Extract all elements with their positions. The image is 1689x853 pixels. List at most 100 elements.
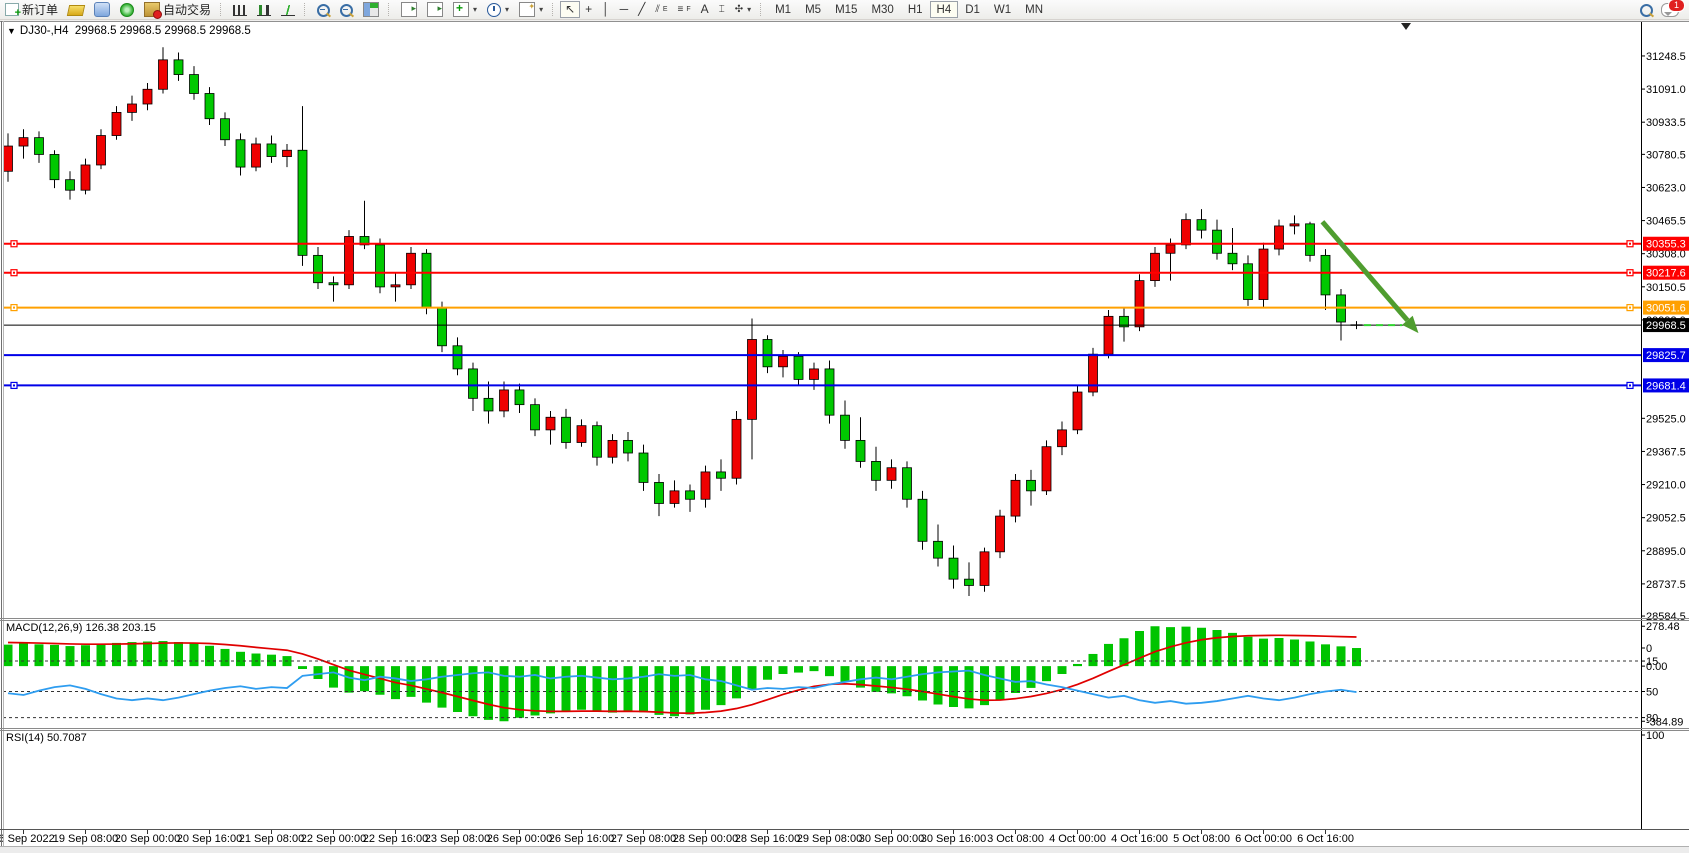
horizontal-line-tool-button[interactable]: ─ (615, 1, 634, 18)
data-window-button[interactable] (89, 1, 115, 18)
time-tick-label: 30 Sep 00:00 (859, 833, 924, 845)
candle-down (855, 439, 866, 462)
price-tick-label: 29210.0 (1646, 480, 1686, 492)
chart-shift-button[interactable] (422, 1, 448, 18)
line-chart-button[interactable] (276, 1, 300, 18)
price-pane[interactable] (3, 23, 1641, 596)
rsi-tick-label: 80 (1646, 713, 1658, 725)
time-tick-label: 3 Oct 08:00 (987, 833, 1044, 845)
bar-chart-button[interactable] (228, 1, 252, 18)
templates-button[interactable]: ▾ (514, 1, 548, 18)
tile-windows-button[interactable] (358, 1, 384, 18)
candle-down (716, 471, 726, 479)
timeframe-d1[interactable]: D1 (958, 1, 987, 18)
timeframe-w1[interactable]: W1 (987, 1, 1018, 18)
candle-down (948, 557, 959, 580)
toolbar-separator (220, 3, 225, 16)
text-label-tool-button[interactable]: ⌶ (714, 1, 730, 18)
candle-up (809, 368, 819, 380)
search-icon[interactable] (1640, 3, 1653, 17)
arrows-tool-button[interactable]: ✣ ▾ (730, 1, 756, 18)
candle-down (421, 252, 432, 309)
equidistant-channel-tool-button[interactable]: ⫽ E (650, 1, 672, 18)
rsi-pane[interactable] (3, 660, 1641, 719)
candle-down (313, 254, 323, 284)
periods-button[interactable]: ▾ (482, 1, 514, 18)
text-tool-button[interactable]: A (696, 1, 714, 18)
horizontal-line-icon: ─ (619, 2, 629, 16)
toolbar: 新订单 自动交易 ▾ ▾ ▾ ↖ + │ ─ ╱ ⫽E ≡F A ⌶ ✣▾ (0, 0, 1689, 20)
vertical-line-tool-button[interactable]: │ (597, 1, 615, 18)
price-tick-label: 28895.0 (1646, 546, 1686, 558)
toolbar-separator (388, 3, 393, 16)
fibonacci-icon: ≡ (677, 4, 684, 15)
add-indicator-button[interactable]: ▾ (448, 1, 482, 18)
timeframe-m1[interactable]: M1 (768, 1, 798, 18)
timeframe-m15[interactable]: M15 (828, 1, 864, 18)
chat-icon[interactable]: 1 (1661, 0, 1685, 17)
timeframe-h1[interactable]: H1 (901, 1, 930, 18)
candlestick-chart-button[interactable] (252, 1, 276, 18)
candle-down (902, 467, 912, 500)
timeframe-m30[interactable]: M30 (864, 1, 900, 18)
candle-down (530, 404, 540, 431)
price-axis[interactable]: 31248.5 31091.0 30933.5 30780.5 30623.0 30465… (1641, 21, 1689, 829)
candle-up (995, 515, 1005, 553)
market-watch-icon (66, 5, 86, 16)
line-chart-icon (281, 5, 296, 16)
line-handle-dot (1629, 242, 1631, 245)
navigator-button[interactable] (115, 1, 139, 18)
chart-shift-marker[interactable] (1401, 23, 1411, 30)
candle-up (1057, 429, 1067, 448)
trendline-tool-button[interactable]: ╱ (633, 1, 650, 18)
candle-down (452, 345, 463, 370)
auto-scroll-button[interactable] (396, 1, 422, 18)
fibonacci-tool-button[interactable]: ≡ F (673, 1, 696, 18)
fibonacci-letter: F (686, 6, 691, 13)
crosshair-tool-button[interactable]: + (580, 1, 597, 18)
candle-up (1150, 252, 1160, 282)
candle-up (576, 425, 587, 443)
time-tick-label: 21 Sep 08:00 (239, 833, 304, 845)
candle-down (65, 179, 75, 191)
new-order-button[interactable]: 新订单 (0, 1, 63, 19)
candle-down (266, 143, 277, 157)
line-handle-dot (1629, 384, 1631, 387)
time-tick-label: 4 Oct 16:00 (1111, 833, 1168, 845)
bottom-strip (0, 847, 1689, 853)
symbol-dropdown-icon[interactable]: ▼ (7, 26, 16, 36)
time-tick-label: 26 Sep 00:00 (487, 833, 552, 845)
market-watch-button[interactable] (63, 1, 89, 18)
trend-arrow[interactable] (1320, 220, 1410, 322)
timeframe-m5[interactable]: M5 (798, 1, 828, 18)
candle-up (344, 236, 354, 286)
autotrading-icon (144, 2, 163, 19)
timeframe-h4[interactable]: H4 (929, 1, 959, 18)
candle-down (871, 461, 881, 481)
zoom-in-button[interactable] (312, 1, 335, 18)
candle-up (1072, 391, 1083, 431)
new-order-icon (5, 3, 21, 19)
time-tick-label: 19 Sep 08:00 (53, 833, 118, 845)
candle-down (561, 416, 571, 443)
time-tick-label: 30 Sep 16:00 (921, 833, 986, 845)
candle-up (979, 551, 990, 586)
time-tick-label: 5 Oct 08:00 (1173, 833, 1230, 845)
toolbar-separator (552, 3, 557, 16)
navigator-icon (120, 2, 135, 17)
zoom-out-button[interactable] (335, 1, 358, 18)
autotrading-button[interactable]: 自动交易 (139, 1, 216, 19)
candle-up (282, 149, 292, 157)
chart-title: ▼ DJ30-,H4 29968.5 29968.5 29968.5 29968.… (7, 25, 251, 37)
candle-up (1134, 280, 1145, 328)
add-indicator-icon (453, 1, 470, 17)
symbol-period-label: DJ30-,H4 (19, 25, 69, 37)
candle-up (1258, 248, 1269, 300)
vertical-line-icon: │ (602, 2, 610, 16)
toolbar-separator (304, 3, 309, 16)
timeframe-mn[interactable]: MN (1018, 1, 1050, 18)
cursor-tool-button[interactable]: ↖ (560, 1, 581, 18)
